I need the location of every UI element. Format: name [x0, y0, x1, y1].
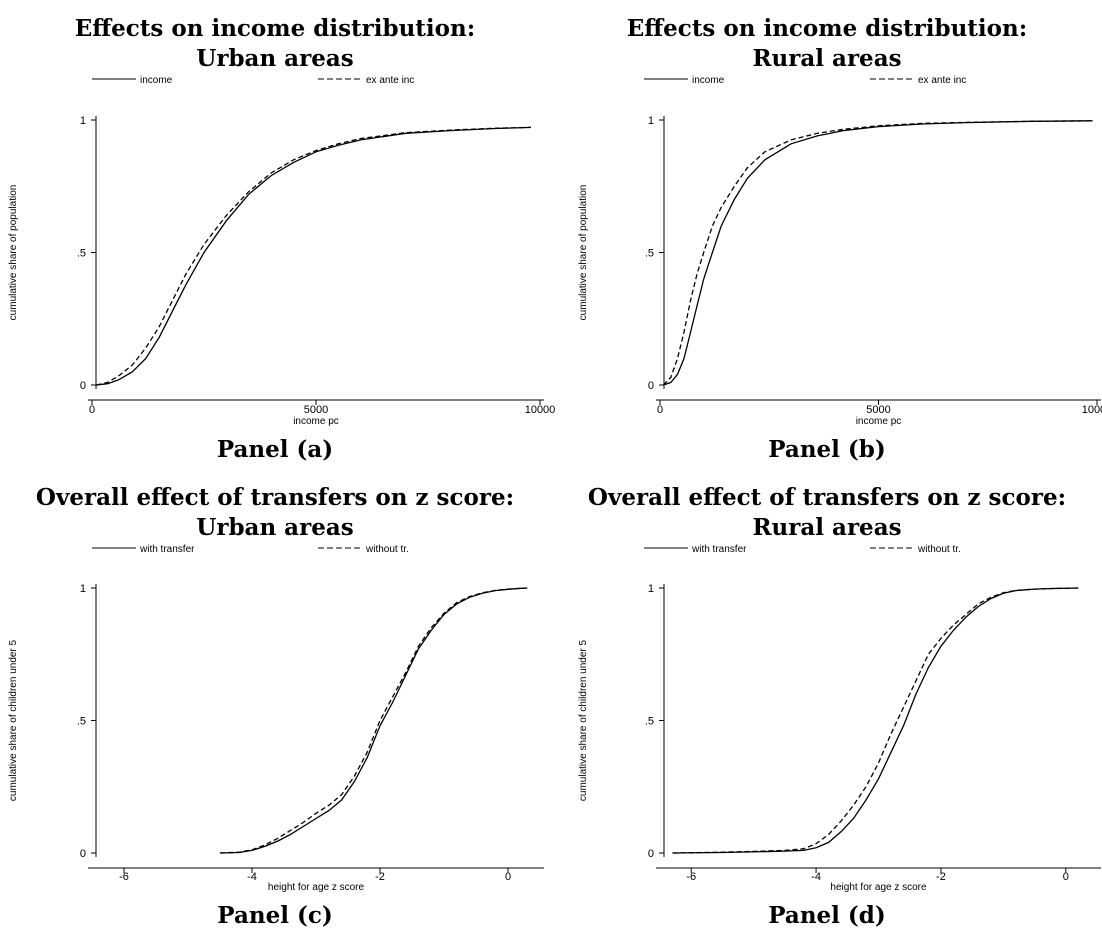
panel-label: Panel (a) [217, 436, 333, 463]
legend-label-1: without tr. [917, 544, 961, 555]
y-tick-label: 0 [648, 380, 654, 392]
y-tick-label: .5 [645, 716, 654, 728]
series-line-1 [96, 126, 532, 386]
series-line-0 [663, 120, 1093, 386]
x-tick-label: -2 [375, 871, 385, 883]
y-axis-title: cumulative share of children under 5 [8, 639, 19, 801]
x-tick-label: 0 [657, 404, 663, 416]
x-tick-label: -4 [811, 871, 821, 883]
y-tick-label: 1 [80, 583, 86, 595]
y-tick-label: 0 [80, 848, 86, 860]
x-tick-label: 0 [505, 871, 511, 883]
chart-title: Overall effect of transfers on z score: [588, 484, 1066, 511]
legend-label-0: income [692, 75, 725, 86]
series-line-0 [672, 587, 1079, 854]
panel-label: Panel (d) [768, 902, 886, 929]
chart-panel-a: Effects on income distribution: Urban are… [8, 15, 555, 463]
chart-panel-d: Overall effect of transfers on z score: R… [578, 484, 1101, 929]
x-tick-label: 0 [89, 404, 95, 416]
x-tick-label: -4 [247, 871, 257, 883]
y-tick-label: 1 [80, 115, 86, 127]
chart-title: Effects on income distribution: [627, 15, 1027, 42]
x-tick-label: -6 [686, 871, 696, 883]
chart-panel-c: Overall effect of transfers on z score: U… [8, 484, 544, 929]
x-axis-title: height for age z score [830, 882, 927, 893]
x-tick-label: 10000 [1082, 404, 1102, 416]
y-tick-label: 1 [648, 583, 654, 595]
chart-subtitle: Rural areas [752, 45, 901, 72]
x-tick-label: 5000 [866, 404, 890, 416]
panel-label: Panel (b) [768, 436, 886, 463]
legend-label-1: without tr. [365, 544, 409, 555]
panel-label: Panel (c) [217, 902, 332, 929]
y-tick-label: 1 [648, 115, 654, 127]
series-line-1 [219, 587, 528, 854]
x-tick-label: 5000 [304, 404, 328, 416]
x-tick-label: -6 [119, 871, 129, 883]
y-axis-title: cumulative share of population [8, 185, 19, 321]
y-tick-label: .5 [77, 248, 86, 260]
series-line-0 [219, 587, 528, 854]
chart-subtitle: Rural areas [752, 514, 901, 541]
y-tick-label: 0 [648, 848, 654, 860]
x-tick-label: -2 [936, 871, 946, 883]
legend-label-0: income [140, 75, 173, 86]
chart-title: Effects on income distribution: [75, 15, 475, 42]
y-axis-title: cumulative share of children under 5 [578, 639, 589, 801]
series-line-1 [672, 587, 1079, 854]
chart-title: Overall effect of transfers on z score: [36, 484, 514, 511]
x-tick-label: 10000 [525, 404, 556, 416]
x-axis-title: income pc [293, 416, 339, 427]
y-tick-label: .5 [77, 716, 86, 728]
chart-subtitle: Urban areas [196, 514, 353, 541]
chart-panel-b: Effects on income distribution: Rural are… [578, 15, 1102, 463]
y-axis-title: cumulative share of population [578, 185, 589, 321]
series-line-0 [96, 126, 532, 386]
chart-subtitle: Urban areas [196, 45, 353, 72]
legend-label-1: ex ante inc [918, 75, 966, 86]
y-tick-label: .5 [645, 248, 654, 260]
x-tick-label: 0 [1063, 871, 1069, 883]
legend-label-1: ex ante inc [366, 75, 414, 86]
y-tick-label: 0 [80, 380, 86, 392]
x-axis-title: income pc [856, 416, 902, 427]
legend-label-0: with transfer [139, 544, 195, 555]
series-line-1 [663, 120, 1093, 386]
legend-label-0: with transfer [691, 544, 747, 555]
x-axis-title: height for age z score [268, 882, 365, 893]
